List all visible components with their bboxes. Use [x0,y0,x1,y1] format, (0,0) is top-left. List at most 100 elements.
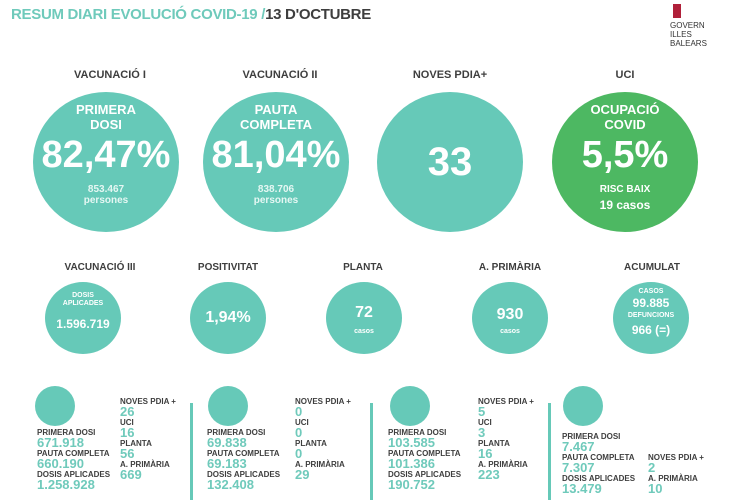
primera-dosi-label: PRIMERA DOSI [37,428,96,437]
planta-label: PLANTA [478,439,510,448]
defuncions-value: 966 (=) [631,323,671,337]
noves-pdia-value: 5 [478,404,486,419]
a-primaria-value: 10 [648,481,663,496]
positivitat-circle: 1,94% [190,282,266,354]
vacunacio-i-circle: PRIMERA DOSI 82,47% 853.467 persones [33,92,179,232]
vacunacio-iii-label: VACUNACIÓ III [64,262,136,273]
dosis-aplicades-value: 1.258.928 [37,477,95,492]
planta-label: PLANTA [295,439,327,448]
noves-pdia-label: NOVES PDIA + [648,453,704,462]
unit: persones [253,195,299,206]
pauta-completa-label: PAUTA COMPLETA [37,449,110,458]
a-primaria-circle: 930 casos [472,282,548,354]
dosis-aplicades-label: DOSIS APLICADES [388,470,462,479]
uci-circle: OCUPACIÓ COVID 5,5% RISC BAIX 19 casos [552,92,698,232]
pauta-completa-label: PAUTA COMPLETA [207,449,280,458]
unit: casos [354,328,374,335]
menorca-map-icon [208,386,248,426]
vacunacio-iii-circle: DOSIS APLICADES 1.596.719 [45,282,121,354]
sub-label: DOSIS [72,292,94,299]
a-primaria-label: A. PRIMÀRIA [295,460,345,469]
column-divider [190,403,193,500]
planta-value: 0 [295,446,303,461]
casos-value: 99.885 [632,296,670,310]
primera-dosi-label: PRIMERA DOSI [562,432,621,441]
a-primaria-value: 223 [478,467,500,482]
formentera-map-icon [563,386,603,426]
value: 1.596.719 [56,317,110,331]
pauta-completa-value: 7.307 [562,460,595,475]
dosis-aplicades-label: DOSIS APLICADES [562,474,636,483]
page-title: RESUM DIARI EVOLUCIÓ COVID-19 /13 D'OCTU… [11,6,371,23]
acumulat-circle: CASOS 99.885 DEFUNCIONS 966 (=) [613,282,689,354]
noves-pdia-circle: 33 [377,92,523,232]
title-text: RESUM DIARI EVOLUCIÓ COVID-19 / [11,6,266,23]
uci-label: UCI [478,418,492,427]
govern-logo: GOVERN ILLES BALEARS [670,4,730,48]
vacunacio-ii-circle: PAUTA COMPLETA 81,04% 838.706 persones [203,92,349,232]
positivitat-label: POSITIVITAT [197,262,259,273]
a-primaria-label: A. PRIMÀRIA [478,262,542,273]
planta-circle: 72 casos [326,282,402,354]
dosis-aplicades-value: 13.479 [562,481,602,496]
sub-label: DOSI [90,117,122,132]
uci-label: UCI [295,418,309,427]
vacunacio-i-label: VACUNACIÓ I [74,69,146,81]
noves-pdia-value: 2 [648,460,656,475]
pauta-completa-value: 69.183 [207,456,247,471]
sub-label: COMPLETA [240,117,312,132]
logo-text: BALEARS [670,39,707,48]
mallorca-map-icon [35,386,75,426]
primera-dosi-label: PRIMERA DOSI [388,428,447,437]
a-primaria-value: 669 [120,467,142,482]
uci-value: 16 [120,425,135,440]
primera-dosi-value: 7.467 [562,439,595,454]
dosis-aplicades-value: 132.408 [207,477,254,492]
dosis-aplicades-label: DOSIS APLICADES [207,470,281,479]
dosis-aplicades-value: 190.752 [388,477,435,492]
title-date: 13 D'OCTUBRE [265,6,371,23]
uci-value: 3 [478,425,486,440]
noves-pdia-value: 0 [295,404,303,419]
unit: casos [500,328,520,335]
pauta-completa-value: 660.190 [37,456,84,471]
vacunacio-ii-label: VACUNACIÓ II [242,69,318,81]
noves-pdia-label: NOVES PDIA + [478,397,534,406]
sub-label: PAUTA [254,102,298,117]
primera-dosi-value: 671.918 [37,435,84,450]
sub-label: OCUPACIÓ [590,102,660,117]
value: 33 [427,140,473,184]
count: 838.706 [257,184,295,195]
uci-label: UCI [615,69,635,81]
column-divider [548,403,551,500]
primera-dosi-label: PRIMERA DOSI [207,428,266,437]
defuncions-label: DEFUNCIONS [627,312,675,319]
risk: RISC BAIX [599,184,651,195]
primera-dosi-value: 103.585 [388,435,435,450]
noves-pdia-label: NOVES PDIA+ [412,69,488,81]
logo-text: GOVERN [670,21,705,30]
value: 1,94% [205,309,251,326]
sub-label: PRIMERA [76,102,136,117]
noves-pdia-label: NOVES PDIA + [295,397,351,406]
value: 5,5% [581,134,669,176]
casos-label: CASOS [638,288,664,295]
value: 82,47% [41,134,171,176]
unit: persones [83,195,129,206]
pauta-completa-label: PAUTA COMPLETA [562,453,635,462]
noves-pdia-value: 26 [120,404,135,419]
a-primaria-label: A. PRIMÀRIA [120,460,170,469]
planta-label: PLANTA [343,262,383,273]
acumulat-label: ACUMULAT [624,262,680,273]
pauta-completa-value: 101.386 [388,456,435,471]
sub-label: COVID [604,117,646,132]
a-primaria-label: A. PRIMÀRIA [478,460,528,469]
cases: 19 casos [599,198,651,212]
planta-label: PLANTA [120,439,152,448]
logo-mark-icon [673,4,681,18]
planta-value: 56 [120,446,135,461]
dosis-aplicades-label: DOSIS APLICADES [37,470,111,479]
value: 72 [355,304,373,321]
column-divider [370,403,373,500]
value: 81,04% [211,134,341,176]
